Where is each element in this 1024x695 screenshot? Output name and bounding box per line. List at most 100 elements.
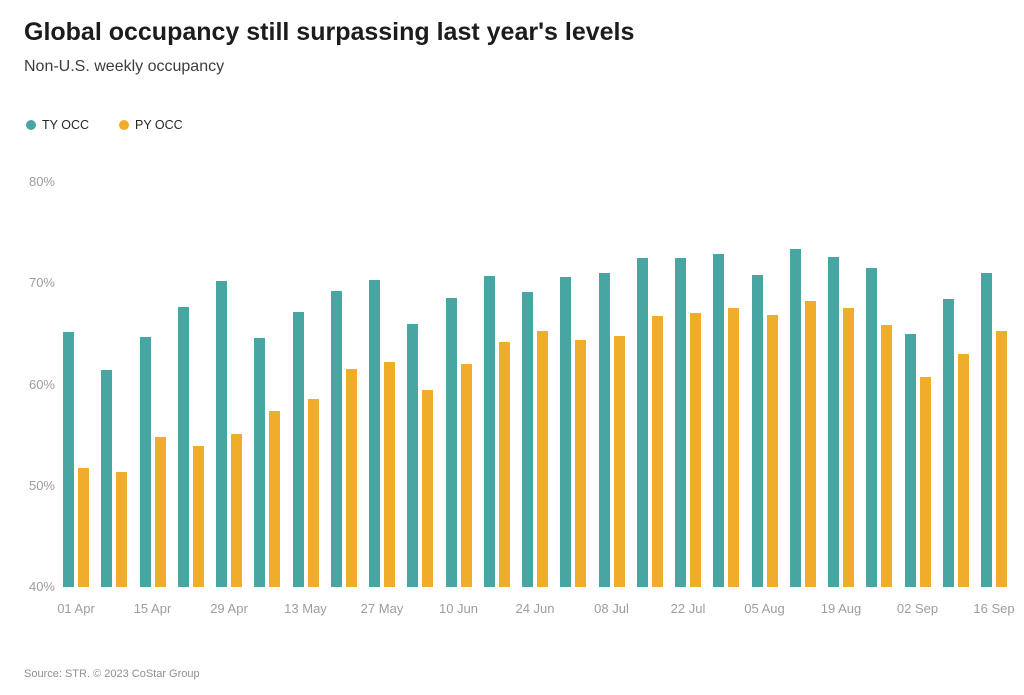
bar-ty-occ[interactable] [292, 311, 304, 587]
bar-ty-occ[interactable] [751, 275, 763, 587]
legend: TY OCC PY OCC [26, 118, 183, 132]
bar-group [713, 182, 740, 587]
bar-py-occ[interactable] [690, 312, 701, 587]
bar-group: 24 Jun [515, 182, 555, 616]
chart-title: Global occupancy still surpassing last y… [24, 18, 635, 46]
legend-item-ty-occ[interactable]: TY OCC [26, 118, 89, 132]
bar-py-occ[interactable] [460, 364, 472, 587]
bar-py-occ[interactable] [345, 369, 357, 587]
bar-py-occ[interactable] [804, 301, 816, 587]
bar-group [942, 182, 969, 587]
bar-ty-occ[interactable] [407, 323, 419, 587]
bar-group: 08 Jul [594, 182, 629, 616]
x-axis-label: 15 Apr [133, 601, 172, 616]
bar-py-occ[interactable] [384, 362, 395, 587]
bar-ty-occ[interactable] [789, 248, 801, 587]
bar-ty-occ[interactable] [330, 291, 342, 587]
bar-ty-occ[interactable] [445, 298, 457, 587]
bar-py-occ[interactable] [919, 377, 931, 587]
bar-ty-occ[interactable] [101, 370, 113, 587]
bar-ty-occ[interactable] [560, 277, 572, 587]
x-axis-label: 05 Aug [744, 601, 785, 616]
x-axis-label: 10 Jun [438, 601, 479, 616]
bar-py-occ[interactable] [996, 330, 1007, 587]
bar-ty-occ[interactable] [598, 273, 610, 587]
bar-ty-occ[interactable] [369, 280, 380, 587]
bar-ty-occ[interactable] [216, 281, 227, 587]
bar-py-occ[interactable] [192, 446, 204, 587]
plot-area: 01 Apr 15 Apr 29 Apr 13 May 27 May 10 Jun 24 J… [57, 182, 1015, 616]
bar-ty-occ[interactable] [177, 306, 189, 587]
bar-py-occ[interactable] [422, 389, 434, 587]
bar-group: 29 Apr [210, 182, 248, 616]
bar-py-occ[interactable] [843, 307, 854, 587]
x-axis-label: 08 Jul [594, 601, 629, 616]
x-axis-label: 01 Apr [57, 601, 95, 616]
bar-py-occ[interactable] [78, 467, 89, 587]
legend-label: TY OCC [42, 118, 89, 132]
bar-py-occ[interactable] [728, 307, 740, 587]
bar-py-occ[interactable] [651, 315, 663, 587]
bar-ty-occ[interactable] [522, 292, 533, 587]
bar-group: 16 Sep [973, 182, 1015, 616]
bar-group: 19 Aug [821, 182, 861, 616]
x-axis-label: 16 Sep [973, 601, 1015, 616]
bar-py-occ[interactable] [881, 324, 893, 587]
bar-py-occ[interactable] [613, 335, 625, 587]
bar-group: 10 Jun [439, 182, 478, 616]
bar-py-occ[interactable] [307, 398, 319, 587]
y-axis-label: 70% [28, 275, 55, 291]
bar-ty-occ[interactable] [942, 299, 954, 587]
bar-group: 15 Apr [134, 182, 171, 616]
bar-ty-occ[interactable] [866, 268, 878, 587]
bar-py-occ[interactable] [766, 314, 778, 587]
bar-group [177, 182, 204, 587]
bar-py-occ[interactable] [116, 471, 128, 587]
bar-py-occ[interactable] [575, 339, 587, 587]
bar-group: 01 Apr [57, 182, 95, 616]
bar-group [254, 182, 281, 587]
bar-ty-occ[interactable] [981, 273, 992, 587]
bar-py-occ[interactable] [498, 341, 510, 587]
bar-ty-occ[interactable] [904, 333, 916, 587]
y-axis-label: 60% [28, 376, 55, 392]
x-axis-label: 27 May [360, 601, 404, 616]
bar-group: 27 May [361, 182, 403, 616]
x-axis-label: 22 Jul [670, 601, 706, 616]
x-axis-label: 19 Aug [820, 601, 862, 616]
bar-group [789, 182, 816, 587]
x-axis-label: 02 Sep [896, 601, 939, 616]
bar-group [483, 182, 510, 587]
x-axis-label: 13 May [284, 601, 327, 616]
bar-group: 22 Jul [671, 182, 705, 616]
bar-ty-occ[interactable] [828, 256, 839, 587]
bar-ty-occ[interactable] [636, 257, 648, 587]
bar-py-occ[interactable] [537, 330, 548, 587]
bar-py-occ[interactable] [231, 434, 242, 587]
source-note: Source: STR. © 2023 CoStar Group [24, 668, 200, 680]
bar-ty-occ[interactable] [139, 336, 151, 587]
y-axis-label: 80% [28, 174, 55, 189]
bar-group [636, 182, 663, 587]
legend-dot-icon [26, 120, 36, 130]
chart-subtitle: Non-U.S. weekly occupancy [24, 58, 225, 75]
bar-ty-occ[interactable] [483, 276, 495, 587]
legend-item-py-occ[interactable]: PY OCC [119, 118, 183, 132]
x-axis-label: 24 Jun [515, 601, 555, 616]
bar-ty-occ[interactable] [713, 253, 725, 587]
bar-py-occ[interactable] [957, 354, 969, 587]
x-axis-label: 29 Apr [210, 601, 248, 616]
bar-group: 13 May [284, 182, 327, 616]
bar-ty-occ[interactable] [63, 331, 74, 587]
bar-group: 02 Sep [897, 182, 938, 616]
bar-py-occ[interactable] [269, 410, 281, 587]
bar-py-occ[interactable] [154, 437, 166, 587]
bar-group [560, 182, 587, 587]
bar-group [330, 182, 357, 587]
bar-group [101, 182, 128, 587]
bar-ty-occ[interactable] [675, 257, 686, 587]
legend-label: PY OCC [135, 118, 183, 132]
bar-ty-occ[interactable] [254, 337, 266, 587]
y-axis-label: 40% [28, 579, 55, 594]
